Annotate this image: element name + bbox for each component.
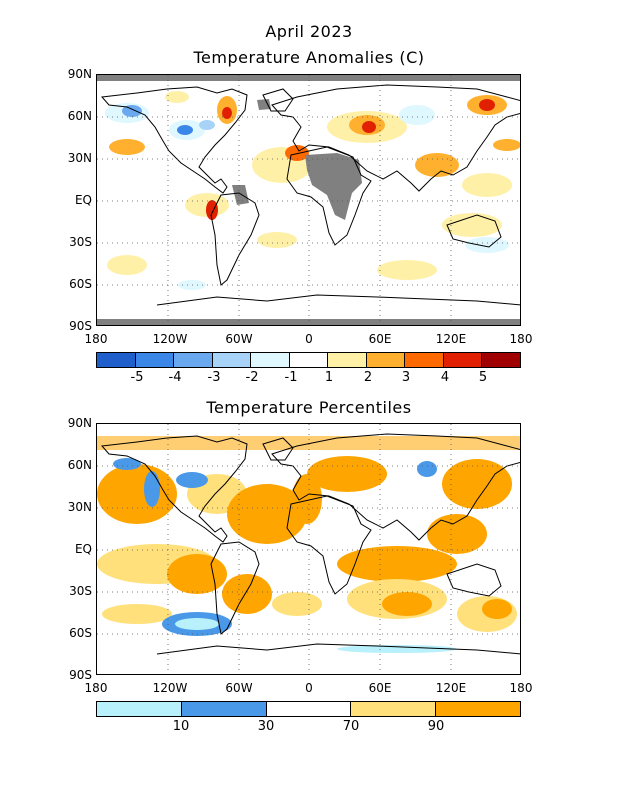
- legend-swatch: [174, 353, 213, 367]
- grid-lines: [97, 424, 520, 674]
- map2-lon-0: 0: [305, 681, 313, 695]
- map1-lat-30s: 30S: [69, 235, 92, 249]
- map2-lon-60e: 60E: [368, 681, 392, 695]
- map1-legend-label: -4: [168, 370, 182, 385]
- map1-color-legend: [96, 352, 521, 368]
- map2-legend-label: 90: [427, 719, 445, 734]
- legend-swatch: [212, 353, 252, 367]
- map1-lon-0: 0: [305, 332, 313, 346]
- map2-lat-90n: 90N: [67, 416, 92, 430]
- legend-swatch: [482, 353, 521, 367]
- map1-title-line2: Temperature Anomalies (C): [193, 48, 425, 67]
- legend-swatch: [351, 702, 437, 716]
- map2-legend-label: 10: [172, 719, 190, 734]
- map1-lon-120e: 120E: [435, 332, 467, 346]
- map1-lat-eq: EQ: [74, 193, 92, 207]
- map1-anomaly-map: [96, 74, 521, 326]
- map2-color-legend: [96, 701, 521, 717]
- legend-swatch: [97, 353, 136, 367]
- map1-svg: [97, 75, 520, 325]
- map2-lon-120e: 120E: [435, 681, 467, 695]
- map1-legend-label: 3: [401, 370, 411, 385]
- map1-legend-label: 1: [324, 370, 334, 385]
- legend-swatch: [443, 353, 483, 367]
- map2-lat-60s: 60S: [69, 626, 92, 640]
- legend-swatch: [266, 702, 352, 716]
- legend-swatch: [366, 353, 406, 367]
- map1-legend-label: -2: [245, 370, 259, 385]
- map2-lon-60w: 60W: [225, 681, 253, 695]
- map1-title-line1: April 2023: [265, 22, 353, 41]
- map2-lon-180w: 180: [84, 681, 108, 695]
- map1-lat-60s: 60S: [69, 277, 92, 291]
- map1-lat-90n: 90N: [67, 67, 92, 81]
- map1-lon-180e: 180: [509, 332, 533, 346]
- legend-swatch: [436, 702, 520, 716]
- map2-svg: [97, 424, 520, 674]
- legend-swatch: [181, 702, 267, 716]
- map1-lat-60n: 60N: [67, 109, 92, 123]
- continent-outlines: [100, 84, 520, 306]
- map2-lon-120w: 120W: [152, 681, 188, 695]
- map1-lat-90s: 90S: [69, 319, 92, 333]
- percentile-patches: [97, 436, 520, 653]
- map1-lon-180w: 180: [84, 332, 108, 346]
- legend-swatch: [289, 353, 329, 367]
- map2-legend-label: 30: [257, 719, 275, 734]
- legend-swatch: [405, 353, 444, 367]
- map2-legend-label: 70: [342, 719, 360, 734]
- map2-title: Temperature Percentiles: [206, 398, 412, 417]
- legend-swatch: [97, 702, 182, 716]
- map2-lat-30n: 30N: [67, 500, 92, 514]
- missing-data-patches: [232, 99, 362, 220]
- grid-lines: [97, 75, 520, 325]
- map1-lon-120w: 120W: [152, 332, 188, 346]
- map2-lat-30s: 30S: [69, 584, 92, 598]
- anomaly-patches: [105, 91, 520, 290]
- missing-band-north: [97, 75, 520, 81]
- map2-lat-60n: 60N: [67, 458, 92, 472]
- map1-lon-60w: 60W: [225, 332, 253, 346]
- map1-lat-30n: 30N: [67, 151, 92, 165]
- legend-swatch: [328, 353, 367, 367]
- map2-percentile-map: [96, 423, 521, 675]
- map1-legend-label: -3: [207, 370, 221, 385]
- continent-outlines: [100, 433, 520, 655]
- legend-swatch: [251, 353, 290, 367]
- map1-legend-label: 5: [478, 370, 488, 385]
- missing-band-south: [97, 319, 520, 325]
- map2-lat-eq: EQ: [74, 542, 92, 556]
- map2-lon-180e: 180: [509, 681, 533, 695]
- map1-lon-60e: 60E: [368, 332, 392, 346]
- map2-lat-90s: 90S: [69, 668, 92, 682]
- legend-swatch: [135, 353, 175, 367]
- map1-legend-label: 4: [440, 370, 450, 385]
- map1-legend-label: -1: [284, 370, 298, 385]
- map1-legend-label: 2: [363, 370, 373, 385]
- map1-legend-label: -5: [130, 370, 144, 385]
